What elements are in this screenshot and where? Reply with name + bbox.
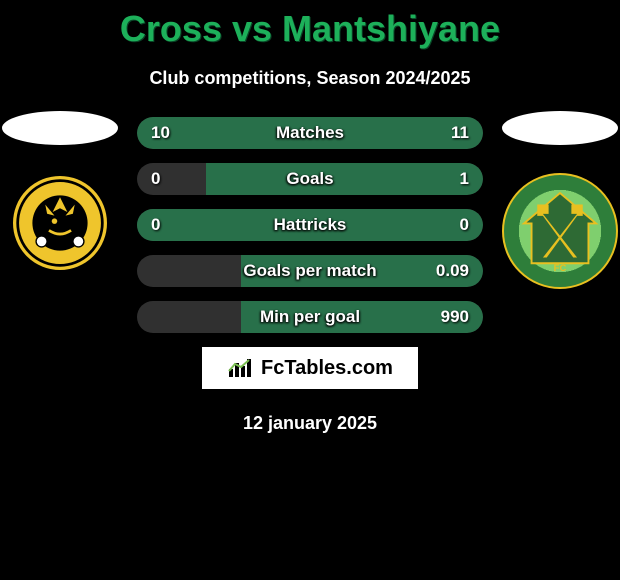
stat-pill: Min per goal990 bbox=[137, 301, 483, 333]
stat-label: Min per goal bbox=[137, 301, 483, 333]
stat-value-left: 0 bbox=[151, 163, 160, 195]
bar-chart-icon bbox=[227, 357, 255, 379]
site-logo-text: FcTables.com bbox=[261, 357, 393, 380]
team-right-column: FC bbox=[500, 111, 620, 289]
stat-label: Matches bbox=[137, 117, 483, 149]
team-left-column bbox=[0, 111, 120, 273]
subtitle: Club competitions, Season 2024/2025 bbox=[0, 68, 620, 89]
stat-value-right: 0.09 bbox=[436, 255, 469, 287]
stat-bars: Matches1011Goals01Hattricks00Goals per m… bbox=[137, 117, 483, 333]
kaizer-chiefs-icon bbox=[14, 177, 106, 269]
team-right-crest: FC bbox=[502, 173, 618, 289]
stats-content: FC Matches1011Goals01Hattricks00Goals pe… bbox=[0, 117, 620, 434]
date-text: 12 january 2025 bbox=[0, 413, 620, 434]
golden-arrows-icon: FC bbox=[505, 176, 615, 286]
stat-value-right: 11 bbox=[451, 117, 469, 149]
stat-label: Goals per match bbox=[137, 255, 483, 287]
stat-pill: Hattricks0 0 bbox=[137, 209, 483, 241]
stat-value-right: 1 bbox=[460, 163, 469, 195]
stat-label: Goals bbox=[137, 163, 483, 195]
stat-pill: Goals per match0.09 bbox=[137, 255, 483, 287]
stat-value-left: 0 bbox=[151, 209, 160, 241]
page-title: Cross vs Mantshiyane bbox=[0, 0, 620, 50]
svg-text:FC: FC bbox=[554, 263, 567, 274]
site-logo[interactable]: FcTables.com bbox=[202, 347, 418, 389]
stat-pill: Matches10 11 bbox=[137, 117, 483, 149]
team-left-crest bbox=[10, 173, 110, 273]
stat-value-left: 10 bbox=[151, 117, 170, 149]
team-right-ellipse bbox=[502, 111, 618, 145]
team-left-ellipse bbox=[2, 111, 118, 145]
stat-value-right: 0 bbox=[460, 209, 469, 241]
stat-value-right: 990 bbox=[441, 301, 469, 333]
stat-pill: Goals0 1 bbox=[137, 163, 483, 195]
stat-label: Hattricks bbox=[137, 209, 483, 241]
